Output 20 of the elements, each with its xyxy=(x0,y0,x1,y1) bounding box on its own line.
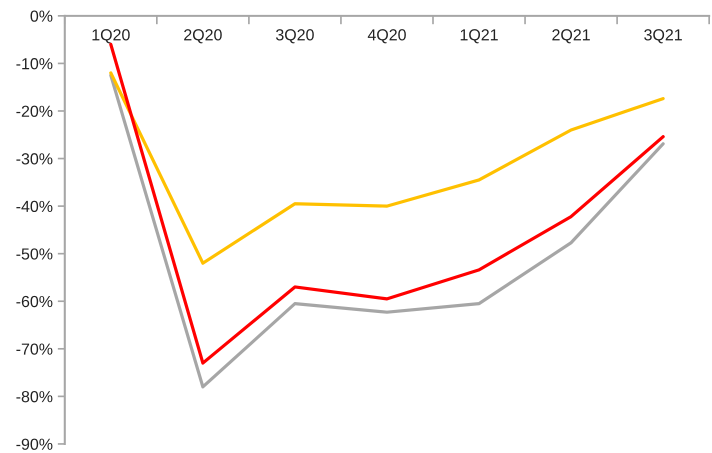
x-tick-label: 3Q20 xyxy=(276,29,314,44)
y-tick-label: -60% xyxy=(16,296,52,308)
x-tick-label: 2Q20 xyxy=(184,29,222,44)
line-series xyxy=(109,42,665,365)
x-tick-label: 1Q21 xyxy=(460,29,498,44)
x-tick-label: 2Q21 xyxy=(552,29,590,44)
y-tick-label: -20% xyxy=(16,106,52,117)
y-tick-label: -90% xyxy=(16,438,52,450)
y-tick-label: 0% xyxy=(30,10,52,22)
x-tick-label: 4Q20 xyxy=(368,29,406,44)
x-tick-label: 3Q21 xyxy=(644,29,682,44)
line-series xyxy=(109,71,665,265)
y-tick-label: -10% xyxy=(16,58,52,70)
line-series xyxy=(109,74,665,388)
x-tick-label: 1Q20 xyxy=(92,29,130,44)
y-tick-label: -70% xyxy=(16,343,52,355)
y-tick-label: -80% xyxy=(16,391,52,402)
y-tick-label: -30% xyxy=(16,153,52,164)
y-tick-label: -40% xyxy=(16,200,52,212)
y-tick-label: -50% xyxy=(16,248,52,260)
